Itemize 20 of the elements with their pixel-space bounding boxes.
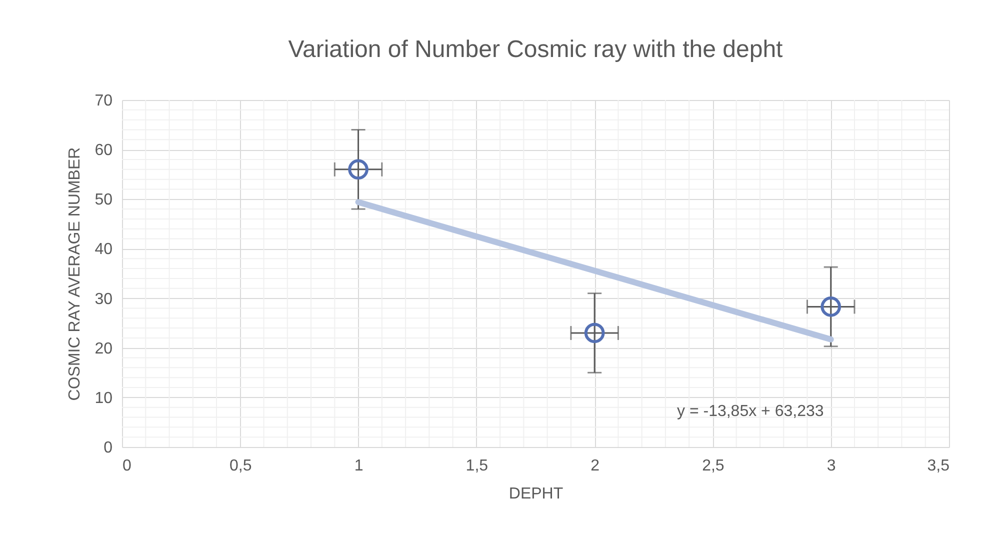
x-tick-label: 0,5 [230,458,252,474]
x-tick-label: 3 [826,458,836,474]
chart-title: Variation of Number Cosmic ray with the depht [288,36,784,63]
x-axis-title: DEPHT [508,486,564,502]
annotation: y = -13,85x + 63,233 [677,403,824,420]
x-tick-label: 1,5 [466,458,488,474]
y-tick-label: 20 [94,340,113,358]
y-tick-label: 70 [94,92,113,110]
x-tick-label: 3,5 [927,458,950,474]
x-tick-label: 2 [590,458,600,474]
y-tick-label: 10 [94,390,113,407]
x-tick-label: 0 [122,458,132,474]
y-axis-title: COSMIC RAY AVERAGE NUMBER [66,147,84,401]
x-tick-label: 1 [354,458,364,474]
y-tick-label: 40 [94,241,113,258]
y-tick-label: 60 [94,142,113,160]
y-tick-label: 0 [104,440,113,456]
x-tick-label: 2,5 [702,458,724,474]
y-tick-label: 50 [94,192,113,209]
y-tick-label: 30 [94,290,113,308]
